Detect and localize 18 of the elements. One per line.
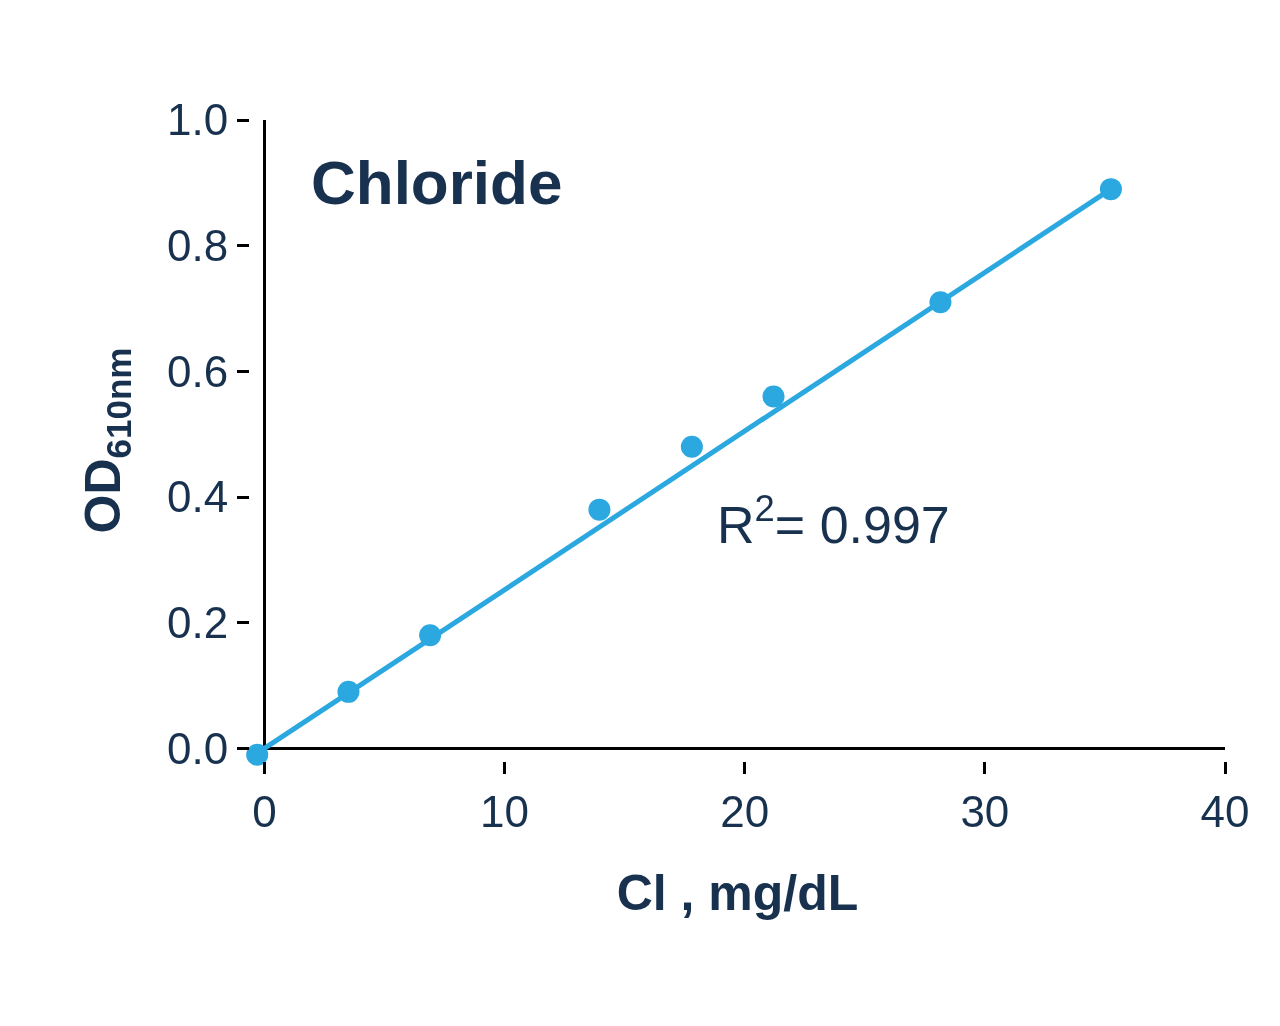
x-tick-label: 0 bbox=[252, 786, 277, 836]
point bbox=[588, 498, 611, 521]
x-axis-title: Cl , mg/dL bbox=[616, 865, 859, 922]
point bbox=[246, 743, 269, 766]
x-tick-label: 30 bbox=[960, 786, 1010, 836]
y-tick-label: 1.0 bbox=[167, 95, 229, 145]
y-tick-label: 0.4 bbox=[167, 472, 229, 522]
y-tick-label: 0.6 bbox=[167, 346, 229, 396]
annotation: R$^{2}$= 0.997 bbox=[717, 488, 950, 554]
x-tick-label: 40 bbox=[1200, 786, 1250, 836]
y-tick-label: 0.8 bbox=[167, 221, 229, 271]
point bbox=[762, 385, 785, 408]
text: Chloride bbox=[311, 148, 563, 217]
x-tick-label: 10 bbox=[480, 786, 530, 836]
point bbox=[680, 435, 703, 458]
y-tick-label: 0.0 bbox=[167, 723, 229, 773]
y-tick-label: 0.2 bbox=[167, 598, 229, 648]
x-tick-label: 20 bbox=[720, 786, 770, 836]
